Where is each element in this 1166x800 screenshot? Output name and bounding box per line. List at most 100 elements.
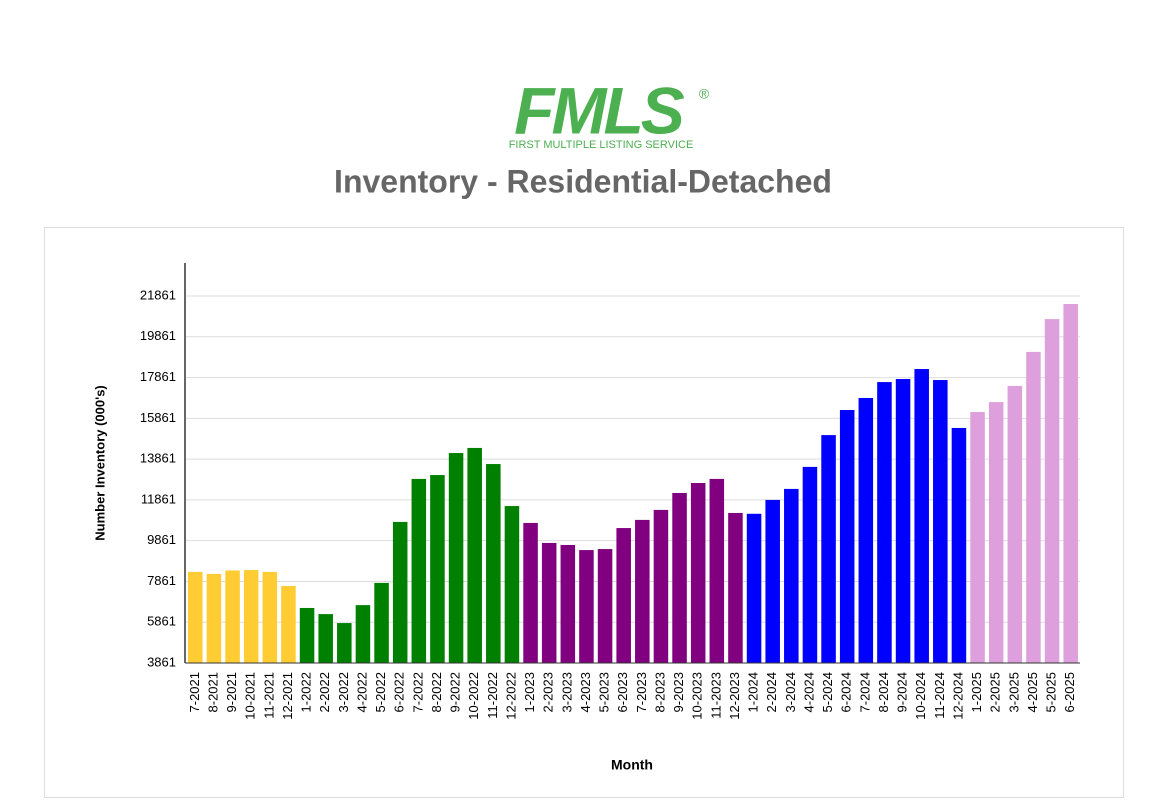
x-tick-label: 10-2023 bbox=[690, 672, 705, 720]
bar bbox=[206, 573, 222, 663]
bar bbox=[914, 369, 929, 663]
bar bbox=[1063, 303, 1078, 663]
bar bbox=[448, 453, 464, 663]
y-tick-label: 19861 bbox=[140, 328, 176, 343]
x-tick-label: 7-2022 bbox=[410, 672, 425, 712]
bar bbox=[541, 542, 557, 663]
x-tick-label: 4-2024 bbox=[801, 672, 816, 712]
x-tick-label: 10-2022 bbox=[466, 672, 481, 720]
y-tick-label: 11861 bbox=[141, 491, 176, 506]
y-tick-label: 9861 bbox=[147, 532, 176, 547]
y-axis-label: Number Inventory (000's) bbox=[92, 385, 107, 541]
x-tick-label: 6-2023 bbox=[615, 672, 630, 712]
y-tick-label: 17861 bbox=[140, 369, 176, 384]
bar bbox=[709, 478, 725, 663]
x-tick-label: 10-2024 bbox=[913, 672, 928, 720]
x-tick-label: 8-2023 bbox=[652, 672, 667, 712]
bar bbox=[802, 466, 818, 663]
bar bbox=[430, 475, 445, 663]
bar bbox=[653, 509, 669, 663]
bar bbox=[1044, 319, 1060, 663]
x-tick-label: 6-2022 bbox=[392, 672, 407, 712]
logo-tagline: FIRST MULTIPLE LISTING SERVICE bbox=[509, 139, 694, 151]
x-tick-label: 12-2024 bbox=[950, 672, 965, 720]
chart-panel bbox=[44, 227, 1124, 798]
x-tick-label: 2-2024 bbox=[764, 672, 779, 712]
x-tick-label: 4-2025 bbox=[1025, 672, 1040, 712]
bar bbox=[988, 402, 1004, 663]
x-tick-label: 3-2025 bbox=[1006, 672, 1021, 712]
x-tick-label: 5-2025 bbox=[1044, 672, 1059, 712]
x-tick-label: 5-2024 bbox=[820, 672, 835, 712]
y-tick-label: 15861 bbox=[140, 410, 176, 425]
bar bbox=[318, 614, 333, 663]
x-tick-label: 3-2024 bbox=[783, 672, 798, 712]
bar bbox=[597, 549, 613, 663]
x-tick-label: 7-2023 bbox=[634, 672, 649, 712]
x-tick-label: 11-2023 bbox=[708, 672, 723, 719]
bar bbox=[337, 623, 352, 663]
x-tick-label: 3-2022 bbox=[336, 672, 351, 712]
x-tick-label: 8-2024 bbox=[876, 672, 891, 712]
bar bbox=[523, 522, 538, 663]
bar bbox=[933, 380, 948, 663]
logo-name: FMLS bbox=[514, 73, 685, 147]
bar bbox=[821, 435, 836, 663]
bar bbox=[374, 582, 389, 663]
bar bbox=[560, 544, 576, 663]
x-tick-label: 2-2025 bbox=[988, 672, 1003, 712]
x-tick-label: 8-2021 bbox=[205, 672, 220, 712]
x-tick-label: 2-2022 bbox=[317, 672, 332, 712]
x-tick-label: 11-2024 bbox=[932, 672, 947, 719]
x-tick-label: 9-2021 bbox=[224, 672, 239, 712]
x-tick-label: 10-2021 bbox=[243, 672, 258, 720]
bar bbox=[504, 506, 520, 663]
bar bbox=[392, 521, 408, 663]
x-tick-label: 11-2022 bbox=[485, 672, 500, 719]
bar bbox=[1026, 351, 1041, 663]
x-tick-label: 1-2025 bbox=[969, 672, 984, 712]
bar bbox=[486, 464, 501, 663]
x-tick-label: 7-2021 bbox=[187, 672, 202, 712]
x-tick-label: 1-2022 bbox=[299, 672, 314, 712]
x-tick-label: 9-2023 bbox=[671, 672, 686, 712]
y-tick-label: 7861 bbox=[147, 573, 176, 588]
bar bbox=[411, 478, 427, 663]
x-tick-label: 2-2023 bbox=[541, 672, 556, 712]
bar bbox=[728, 512, 743, 663]
logo-mark: ® bbox=[699, 86, 710, 102]
bar bbox=[616, 528, 631, 663]
x-tick-label: 1-2023 bbox=[522, 672, 537, 712]
x-tick-label: 6-2024 bbox=[839, 672, 854, 712]
bar bbox=[225, 570, 240, 663]
y-tick-label: 13861 bbox=[140, 451, 176, 466]
bar bbox=[1007, 385, 1023, 663]
bar bbox=[243, 570, 259, 663]
bar bbox=[839, 410, 855, 663]
x-tick-label: 7-2024 bbox=[857, 672, 872, 712]
x-tick-label: 12-2022 bbox=[503, 672, 518, 720]
y-tick-label: 5861 bbox=[147, 614, 176, 629]
x-tick-label: 9-2024 bbox=[895, 672, 910, 712]
x-tick-label: 11-2021 bbox=[261, 672, 276, 719]
bar bbox=[281, 585, 296, 663]
y-tick-label: 3861 bbox=[147, 654, 176, 669]
bar bbox=[746, 513, 762, 663]
x-tick-label: 12-2023 bbox=[727, 672, 742, 720]
bar bbox=[579, 550, 594, 663]
bar bbox=[690, 483, 706, 663]
chart-title: Inventory - Residential-Detached bbox=[334, 163, 832, 199]
x-tick-label: 6-2025 bbox=[1062, 672, 1077, 712]
bar bbox=[635, 519, 650, 663]
x-tick-label: 3-2023 bbox=[559, 672, 574, 712]
bar bbox=[467, 447, 482, 663]
bar bbox=[951, 427, 967, 663]
bar bbox=[188, 571, 203, 663]
bar bbox=[299, 607, 315, 663]
x-tick-label: 8-2022 bbox=[429, 672, 444, 712]
y-tick-label: 21861 bbox=[140, 287, 176, 302]
bar bbox=[355, 605, 371, 663]
x-tick-label: 4-2022 bbox=[354, 672, 369, 712]
